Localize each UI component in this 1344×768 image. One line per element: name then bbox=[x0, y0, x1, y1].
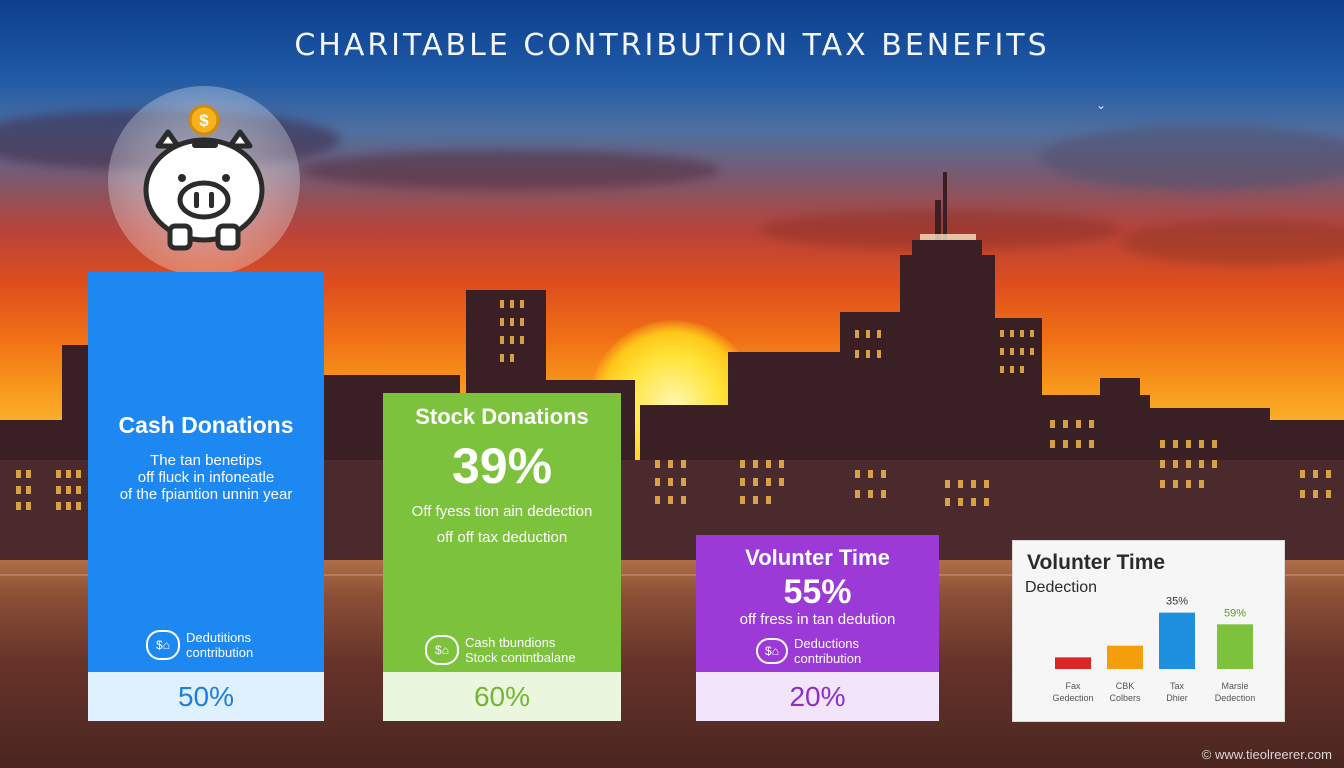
chart-tick-label: Dedection bbox=[1215, 693, 1256, 703]
stock-note-line: Stock contntbalane bbox=[465, 650, 576, 665]
volunteer-note-line: Deductions bbox=[794, 636, 860, 651]
volunteer-note-line: contribution bbox=[794, 651, 862, 666]
chart-tick-label: Fax bbox=[1065, 681, 1081, 691]
chart-tick-label: Marsie bbox=[1221, 681, 1248, 691]
stock-card-percentage: 60% bbox=[383, 672, 621, 721]
dollar-coin-icon bbox=[188, 104, 220, 136]
chart-tick-label: Tax bbox=[1170, 681, 1185, 691]
chart-tick-label: Dhier bbox=[1166, 693, 1188, 703]
cloud bbox=[1120, 220, 1344, 265]
cash-card-line: off fluck in infoneatle bbox=[137, 469, 275, 486]
chart-bar bbox=[1055, 657, 1091, 669]
chart-tick-label: Gedection bbox=[1052, 693, 1093, 703]
cloud bbox=[1040, 125, 1344, 190]
chart-bar bbox=[1107, 645, 1143, 669]
chart-bar bbox=[1217, 624, 1253, 669]
chart-data-label: 35% bbox=[1166, 596, 1188, 608]
bar-chart: Fax Gedection CBK Colbers 35% Tax Dhier 59% Mars… bbox=[1052, 596, 1256, 703]
chart-subtitle: Dedection bbox=[1025, 579, 1098, 596]
volunteer-time-card: Volunter Time 55% off fress in tan dedut… bbox=[696, 535, 939, 721]
deduction-chart-card: Volunter Time Dedection Fax Gedection CBK C… bbox=[1012, 540, 1285, 722]
coins-hand-icon: $⌂ bbox=[425, 635, 459, 665]
cash-card-title: Cash Donations bbox=[118, 412, 294, 438]
chart-data-label: 59% bbox=[1224, 607, 1246, 619]
stock-card-line: Off fyess tion ain dedection bbox=[411, 503, 593, 520]
cash-card-line: of the fpiantion unnin year bbox=[119, 486, 293, 503]
piggy-bank-badge: $ bbox=[108, 86, 300, 276]
watermark: © www.tieolreerer.com bbox=[1201, 747, 1332, 762]
page-title: CHARITABLE CONTRIBUTION TAX BENEFITS bbox=[294, 28, 1050, 63]
coins-hand-icon: $⌂ bbox=[756, 638, 788, 664]
coins-hand-icon: $⌂ bbox=[146, 630, 180, 660]
volunteer-card-percentage: 20% bbox=[696, 672, 939, 721]
cash-card-percentage: 50% bbox=[88, 672, 324, 721]
chart-tick-label: CBK bbox=[1116, 681, 1135, 691]
volunteer-card-line: off fress in tan dedution bbox=[739, 611, 896, 628]
volunteer-card-note: $⌂ Deductions contribution bbox=[756, 636, 861, 666]
horizon-line bbox=[0, 574, 1344, 576]
chart-title: Volunter Time bbox=[1027, 551, 1166, 574]
volunteer-card-big-percentage: 55% bbox=[783, 573, 852, 611]
piggy-bank-icon: $ bbox=[143, 104, 265, 251]
stock-card-big-percentage: 39% bbox=[451, 438, 553, 494]
cash-card-line: The tan benetips bbox=[150, 452, 262, 469]
volunteer-card-title: Volunter Time bbox=[745, 545, 890, 570]
stock-card-note: $⌂ Cash tbundions Stock contntbalane bbox=[425, 635, 576, 665]
cash-note-line: Dedutitions bbox=[186, 630, 252, 645]
stock-card-title: Stock Donations bbox=[415, 404, 589, 429]
stock-donations-card: Stock Donations 39% Off fyess tion ain d… bbox=[383, 393, 621, 721]
stock-note-line: Cash tbundions bbox=[465, 635, 556, 650]
svg-text:$: $ bbox=[199, 111, 209, 130]
cloud bbox=[300, 150, 720, 190]
chart-bar bbox=[1159, 612, 1195, 669]
bird-icon: ⌄ bbox=[1096, 98, 1107, 112]
stock-card-line: off off tax deduction bbox=[436, 529, 568, 546]
cash-donations-card: Cash Donations The tan benetips off fluc… bbox=[88, 272, 324, 721]
cash-note-line: contribution bbox=[186, 645, 254, 660]
cash-card-note: $⌂ Dedutitions contribution bbox=[146, 630, 253, 660]
chart-tick-label: Colbers bbox=[1109, 693, 1141, 703]
